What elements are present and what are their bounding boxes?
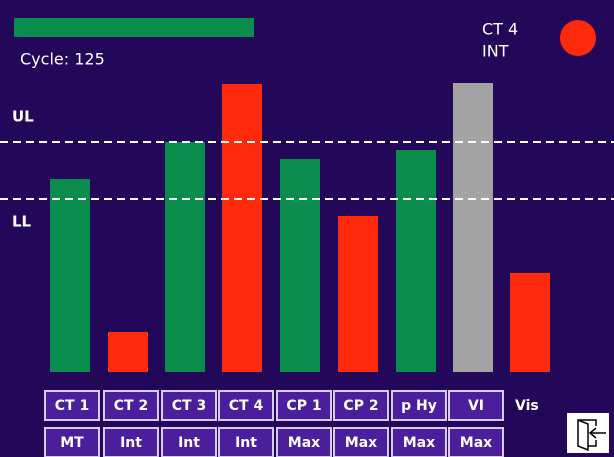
button-face[interactable] <box>448 427 504 457</box>
button-label[interactable]: Max <box>345 435 377 451</box>
limit-label: LL <box>12 213 32 231</box>
status-indicator <box>560 20 596 56</box>
exit-button[interactable] <box>567 413 609 453</box>
button-label[interactable]: Int <box>235 435 257 451</box>
bar <box>222 84 262 372</box>
button-label[interactable]: VI <box>468 398 484 414</box>
button-label[interactable]: Int <box>120 435 142 451</box>
bar <box>510 273 550 372</box>
limit-label: UL <box>12 108 34 126</box>
status-line: INT <box>482 42 509 61</box>
button-face[interactable] <box>44 390 100 421</box>
button-face[interactable] <box>103 427 159 457</box>
button-face[interactable] <box>391 427 447 457</box>
button-face[interactable] <box>391 390 447 421</box>
button-face[interactable] <box>161 390 217 421</box>
button-label[interactable]: CP 1 <box>286 398 321 414</box>
button-label[interactable]: CT 4 <box>229 398 264 414</box>
button-face[interactable] <box>276 427 332 457</box>
button-label[interactable]: CT 3 <box>172 398 206 414</box>
bar <box>453 83 493 372</box>
button-label[interactable]: CT 1 <box>55 398 89 414</box>
progress-bar <box>14 18 254 37</box>
bar <box>165 142 205 372</box>
button-label[interactable]: Max <box>403 435 435 451</box>
button-label[interactable]: CP 2 <box>343 398 378 414</box>
button-face[interactable] <box>103 390 159 421</box>
button-label[interactable]: Int <box>178 435 200 451</box>
bar <box>338 216 378 372</box>
cycle-label: Cycle: 125 <box>20 50 105 69</box>
bar <box>50 179 90 372</box>
bar <box>108 332 148 372</box>
button-face[interactable] <box>448 390 504 421</box>
button-face[interactable] <box>333 427 389 457</box>
button-face[interactable] <box>333 390 389 421</box>
button-label[interactable]: MT <box>60 435 84 451</box>
bar <box>396 150 436 372</box>
status-line: CT 4 <box>482 20 518 39</box>
exit-icon <box>577 418 606 452</box>
button-face[interactable] <box>44 427 100 457</box>
bar <box>280 159 320 372</box>
button-label[interactable]: Max <box>460 435 492 451</box>
button-label[interactable]: p Hy <box>401 398 437 414</box>
button-face[interactable] <box>161 427 217 457</box>
button-face[interactable] <box>218 390 274 421</box>
button-label[interactable]: CT 2 <box>114 398 148 414</box>
button-face[interactable] <box>218 427 274 457</box>
button-label[interactable]: Max <box>288 435 320 451</box>
button-face[interactable] <box>276 390 332 421</box>
category-label: Vis <box>515 398 539 414</box>
